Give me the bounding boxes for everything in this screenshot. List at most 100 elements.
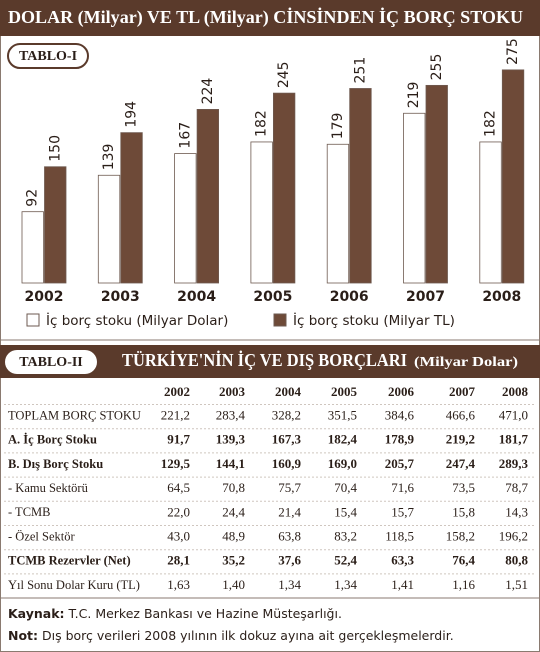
cell: 1,63 [167,577,190,592]
cell: 118,5 [385,528,414,543]
footnote: Not: Dış borç verileri 2008 yılının ilk … [8,628,454,643]
cell: 283,4 [216,407,246,422]
bar [272,92,296,284]
x-tick-label: 2008 [482,289,521,305]
row-label: - TCMB [8,505,51,519]
cell: 219,2 [446,432,475,447]
cell: 15,4 [334,504,357,519]
cell: 48,9 [222,528,245,543]
cell: 178,9 [385,432,415,447]
cell: 14,3 [505,504,528,519]
value-label: 179 [330,113,346,140]
bar [196,109,220,284]
cell: 70,4 [334,480,357,495]
cell: 181,7 [499,432,529,447]
value-label: 92 [25,189,41,207]
cell: 160,9 [272,456,302,471]
panel-pill [7,43,89,69]
value-label: 219 [406,82,422,109]
cell: 15,8 [452,504,475,519]
x-tick-label: 2003 [101,289,140,305]
x-tick-label: 2004 [177,289,216,305]
bar [44,166,67,284]
cell: 22,0 [167,504,190,519]
cell: 73,5 [452,480,475,495]
bar [349,88,372,284]
bar [326,143,350,284]
cell: 91,7 [167,432,190,447]
column-header: 2007 [449,384,476,399]
cell: 221,2 [161,407,190,422]
bar [120,132,143,284]
row-label: TOPLAM BORÇ STOKU [8,408,141,422]
table-unit: (Milyar Dolar) [414,355,518,370]
cell: 144,1 [216,456,245,471]
footnote: Kaynak: T.C. Merkez Bankası ve Hazine Mü… [8,606,342,621]
bar [97,174,121,284]
row-label: - Özel Sektör [8,529,75,543]
cell: 289,3 [499,456,529,471]
column-header: 2006 [388,384,415,399]
bar [250,141,273,284]
bar [479,141,502,284]
footnote-label: Kaynak: [8,606,65,621]
cell: 466,6 [446,407,476,422]
cell: 70,8 [222,480,245,495]
column-header: 2003 [219,384,246,399]
cell: 328,2 [272,407,301,422]
footnote-text: T.C. Merkez Bankası ve Hazine Müsteşarlı… [68,606,342,621]
cell: 247,4 [446,456,476,471]
cell: 471,0 [499,407,528,422]
value-label: 139 [101,144,117,171]
footnote-label: Not: [8,628,38,643]
column-header: 2002 [164,384,190,399]
column-header: 2008 [502,384,529,399]
cell: 71,6 [391,480,414,495]
bar [403,112,426,284]
cell: 384,6 [385,407,415,422]
cell: 1,34 [278,577,301,592]
cell: 182,4 [328,432,358,447]
cell: 43,0 [167,528,190,543]
cell: 52,4 [334,553,357,568]
row-label: A. İç Borç Stoku [8,433,97,447]
value-label: 194 [124,101,140,128]
cell: 169,0 [328,456,357,471]
value-label: 150 [47,135,63,162]
legend-swatch [273,313,287,327]
value-label: 251 [352,57,368,84]
cell: 1,51 [505,577,528,592]
cell: 21,4 [278,504,301,519]
bar [174,153,197,284]
cell: 167,3 [272,432,302,447]
row-label: Yıl Sonu Dolar Kuru (TL) [8,578,140,592]
cell: 1,40 [222,577,245,592]
cell: 158,2 [446,528,475,543]
value-label: 255 [429,54,445,81]
cell: 15,7 [391,504,414,519]
cell: 37,6 [278,553,301,568]
panel-label: TABLO-I [19,49,77,64]
bar [21,211,44,284]
chart-title: DOLAR (Milyar) VE TL (Milyar) CİNSİNDEN … [8,7,523,28]
cell: 351,5 [328,407,357,422]
cell: 80,8 [505,553,528,568]
legend-swatch [26,313,40,327]
column-header: 2004 [275,384,302,399]
cell: 129,5 [161,456,191,471]
cell: 63,3 [391,553,414,568]
row-label: TCMB Rezervler (Net) [8,554,131,568]
cell: 196,2 [499,528,528,543]
cell: 1,34 [334,577,357,592]
x-tick-label: 2002 [25,289,64,305]
x-tick-label: 2006 [330,289,369,305]
value-label: 167 [177,122,193,149]
legend-label: İç borç stoku (Milyar TL) [293,311,455,329]
title-bar [0,0,540,36]
value-label: 182 [483,110,499,137]
bar [501,69,525,284]
cell: 1,16 [452,577,475,592]
cell: 24,4 [222,504,245,519]
cell: 139,3 [216,432,246,447]
